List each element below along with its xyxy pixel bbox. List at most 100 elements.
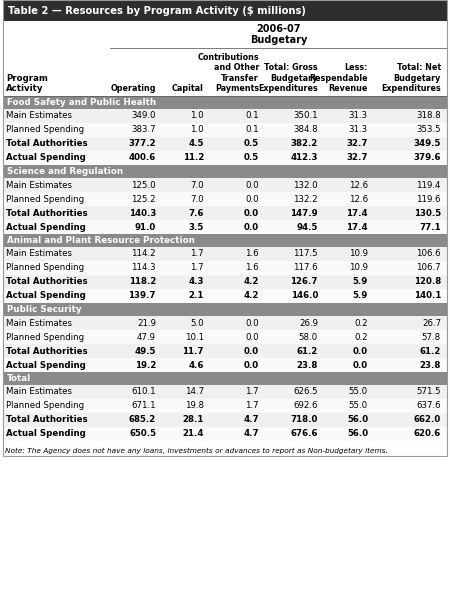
Text: 1.7: 1.7 [190, 250, 204, 259]
Text: 637.6: 637.6 [416, 401, 441, 410]
Text: 7.6: 7.6 [189, 208, 204, 217]
Text: 4.2: 4.2 [243, 277, 259, 286]
Text: 718.0: 718.0 [291, 415, 318, 425]
Bar [3, 206, 447, 220]
Text: 118.2: 118.2 [129, 277, 156, 286]
Text: Less:
Respendable
Revenue: Less: Respendable Revenue [310, 63, 368, 93]
Text: 685.2: 685.2 [129, 415, 156, 425]
Text: 23.8: 23.8 [297, 361, 318, 370]
Text: Actual Spending: Actual Spending [6, 154, 86, 163]
Bar [3, 0, 447, 21]
Text: 0.5: 0.5 [244, 154, 259, 163]
Bar [3, 358, 447, 372]
Bar [3, 109, 447, 123]
Text: Program
Activity: Program Activity [6, 74, 48, 93]
Text: 0.1: 0.1 [245, 112, 259, 121]
Text: Table 2 — Resources by Program Activity ($ millions): Table 2 — Resources by Program Activity … [8, 5, 306, 16]
Text: 12.6: 12.6 [349, 181, 368, 190]
Bar [3, 220, 447, 234]
Text: 5.9: 5.9 [353, 277, 368, 286]
Text: 2.1: 2.1 [189, 292, 204, 301]
Text: 1.6: 1.6 [245, 263, 259, 272]
Bar [3, 21, 447, 49]
Bar [3, 137, 447, 151]
Text: 382.2: 382.2 [291, 139, 318, 148]
Text: Main Estimates: Main Estimates [6, 319, 72, 328]
Text: 106.6: 106.6 [416, 250, 441, 259]
Bar [3, 247, 447, 261]
Bar [3, 234, 447, 247]
Text: 32.7: 32.7 [346, 139, 368, 148]
Text: 4.7: 4.7 [243, 430, 259, 439]
Bar [3, 151, 447, 165]
Text: 626.5: 626.5 [293, 388, 318, 397]
Bar [3, 275, 447, 289]
Text: 0.5: 0.5 [244, 139, 259, 148]
Text: 17.4: 17.4 [346, 223, 368, 232]
Text: 91.0: 91.0 [135, 223, 156, 232]
Bar [3, 123, 447, 137]
Text: 0.0: 0.0 [245, 332, 259, 341]
Text: 676.6: 676.6 [291, 430, 318, 439]
Bar [3, 330, 447, 344]
Text: 4.3: 4.3 [189, 277, 204, 286]
Text: 0.0: 0.0 [353, 361, 368, 370]
Text: Actual Spending: Actual Spending [6, 292, 86, 301]
Text: 0.0: 0.0 [244, 361, 259, 370]
Text: 140.3: 140.3 [129, 208, 156, 217]
Text: Contributions
and Other
Transfer
Payments: Contributions and Other Transfer Payment… [198, 53, 259, 93]
Text: 10.9: 10.9 [349, 263, 368, 272]
Text: 61.2: 61.2 [419, 346, 441, 355]
Text: 1.6: 1.6 [245, 250, 259, 259]
Text: Main Estimates: Main Estimates [6, 250, 72, 259]
Text: Main Estimates: Main Estimates [6, 181, 72, 190]
Text: 19.2: 19.2 [135, 361, 156, 370]
Text: 350.1: 350.1 [293, 112, 318, 121]
Text: 77.1: 77.1 [419, 223, 441, 232]
Text: 383.7: 383.7 [131, 125, 156, 134]
Text: 1.0: 1.0 [190, 112, 204, 121]
Text: Operating: Operating [111, 84, 156, 93]
Text: Capital: Capital [172, 84, 204, 93]
Text: Total: Total [7, 374, 31, 383]
Text: 31.3: 31.3 [349, 125, 368, 134]
Text: 125.0: 125.0 [131, 181, 156, 190]
Text: 349.5: 349.5 [414, 139, 441, 148]
Text: 1.7: 1.7 [245, 388, 259, 397]
Bar [3, 96, 447, 109]
Text: Main Estimates: Main Estimates [6, 112, 72, 121]
Text: 132.2: 132.2 [293, 194, 318, 203]
Text: 61.2: 61.2 [297, 346, 318, 355]
Text: 47.9: 47.9 [137, 332, 156, 341]
Text: 21.9: 21.9 [137, 319, 156, 328]
Text: 353.5: 353.5 [416, 125, 441, 134]
Text: Actual Spending: Actual Spending [6, 223, 86, 232]
Text: 1.7: 1.7 [245, 401, 259, 410]
Text: 0.0: 0.0 [353, 346, 368, 355]
Text: Planned Spending: Planned Spending [6, 263, 84, 272]
Text: Public Security: Public Security [7, 305, 81, 314]
Text: Total Authorities: Total Authorities [6, 346, 88, 355]
Text: 412.3: 412.3 [291, 154, 318, 163]
Text: 57.8: 57.8 [422, 332, 441, 341]
Text: Total Authorities: Total Authorities [6, 139, 88, 148]
Text: 379.6: 379.6 [414, 154, 441, 163]
Text: 56.0: 56.0 [347, 430, 368, 439]
Text: 400.6: 400.6 [129, 154, 156, 163]
Text: Planned Spending: Planned Spending [6, 125, 84, 134]
Text: 10.9: 10.9 [349, 250, 368, 259]
Text: 0.0: 0.0 [244, 208, 259, 217]
Text: Total Authorities: Total Authorities [6, 415, 88, 425]
Text: 23.8: 23.8 [419, 361, 441, 370]
Text: 0.0: 0.0 [245, 194, 259, 203]
Text: 11.7: 11.7 [183, 346, 204, 355]
Text: Total Authorities: Total Authorities [6, 208, 88, 217]
Bar [3, 427, 447, 441]
Bar [3, 372, 447, 385]
Text: 56.0: 56.0 [347, 415, 368, 425]
Text: 55.0: 55.0 [349, 388, 368, 397]
Text: 11.2: 11.2 [183, 154, 204, 163]
Text: 349.0: 349.0 [131, 112, 156, 121]
Text: 0.1: 0.1 [245, 125, 259, 134]
Text: 7.0: 7.0 [190, 194, 204, 203]
